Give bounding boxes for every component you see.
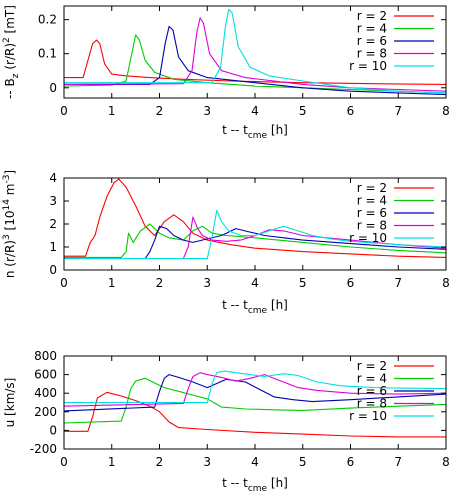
legend-label: r = 6 [357,384,387,398]
series-group [63,8,447,96]
legend-label: r = 6 [357,34,387,48]
x-tick-label: 1 [108,276,116,290]
legend-label: r = 4 [357,22,387,36]
series-line-r2 [64,391,446,438]
legend-label: r = 2 [357,9,387,23]
panel-density: 0 1 2 3 4 5 6 7 8 0 1 2 3 4 t -- tcme [h] n (r/R)3 [101… [2,170,450,316]
y-axis-label: -- Bz (r/R)2 [mT] [2,5,21,99]
series-line-r8 [63,372,447,407]
x-tick-label: 3 [203,455,211,469]
x-tick-label: 5 [299,276,307,290]
series-line-r6 [63,374,447,412]
x-tick-label: 1 [108,455,116,469]
series-line-r4 [64,223,447,258]
legend-label: r = 4 [357,194,387,208]
x-tick-label: 4 [251,276,259,290]
x-tick-label: 0 [60,455,68,469]
y-axis-label: u [km/s] [3,378,17,428]
y-axis-label: n (r/R)3 [1014 m-3] [2,170,17,278]
x-tick-label: 8 [442,276,450,290]
legend-label: r = 10 [349,231,387,245]
y-tick-label: 0 [49,81,57,95]
x-tick-label: 5 [299,455,307,469]
x-tick-label: 0 [60,276,68,290]
legend: r = 2r = 4r = 6r = 8r = 10 [349,9,434,73]
y-tick-label: 0.1 [38,47,57,61]
series-line-r8 [64,216,447,260]
y-tick-label: 800 [34,349,57,363]
legend: r = 2r = 4r = 6r = 8r = 10 [349,359,434,423]
x-axis-label: t -- tcme [h] [222,298,288,316]
series-line-r4 [63,34,447,94]
legend: r = 2r = 4r = 6r = 8r = 10 [349,181,434,245]
legend-label: r = 4 [357,372,387,386]
y-tick-label: 0 [49,263,57,277]
series-line-r4 [63,377,447,424]
y-tick-label: 400 [34,386,57,400]
series-group [63,370,447,438]
x-tick-label: 7 [394,276,402,290]
series-line-r2 [64,178,447,258]
legend-label: r = 8 [357,219,387,233]
legend-label: r = 10 [349,409,387,423]
x-axis-label: t -- tcme [h] [222,476,288,494]
series-group [64,178,447,260]
y-tick-label: 0 [49,423,57,437]
legend-label: r = 2 [357,181,387,195]
x-tick-label: 5 [299,104,307,118]
legend-label: r = 2 [357,359,387,373]
y-tick-label: -200 [30,442,57,456]
series-line-r8 [63,17,447,92]
series-line-r2 [64,39,447,85]
y-tick-label: 1 [49,240,57,254]
x-axis-label: t -- tcme [h] [222,123,288,141]
x-tick-label: 4 [251,104,259,118]
x-tick-label: 7 [394,455,402,469]
x-tick-label: 2 [156,455,164,469]
y-tick-label: 600 [34,368,57,382]
series-line-r10 [64,370,447,404]
series-line-r10 [64,8,447,94]
y-tick-label: 4 [49,171,57,185]
series-line-r6 [64,225,447,260]
x-tick-label: 0 [60,104,68,118]
x-tick-label: 4 [251,455,259,469]
legend-label: r = 8 [357,397,387,411]
x-tick-label: 6 [347,104,355,118]
x-tick-label: 6 [347,276,355,290]
x-tick-label: 1 [108,104,116,118]
series-line-r10 [64,209,447,260]
legend-label: r = 6 [357,206,387,220]
y-tick-label: 2 [49,217,57,231]
y-tick-label: 3 [49,194,57,208]
x-tick-label: 7 [394,104,402,118]
x-tick-label: 6 [347,455,355,469]
x-tick-label: 8 [442,455,450,469]
x-tick-label: 2 [156,104,164,118]
y-tick-label: 200 [34,405,57,419]
y-tick-label: 0.2 [38,13,57,27]
x-tick-label: 2 [156,276,164,290]
x-tick-label: 3 [203,276,211,290]
series-line-r6 [64,25,447,96]
legend-label: r = 8 [357,47,387,61]
x-tick-label: 3 [203,104,211,118]
panel-bz: 0 1 2 3 4 5 6 7 8 0 0.1 0.2 t -- tcme [h] -- Bz (r/R)… [2,5,450,141]
legend-label: r = 10 [349,59,387,73]
x-tick-label: 8 [442,104,450,118]
